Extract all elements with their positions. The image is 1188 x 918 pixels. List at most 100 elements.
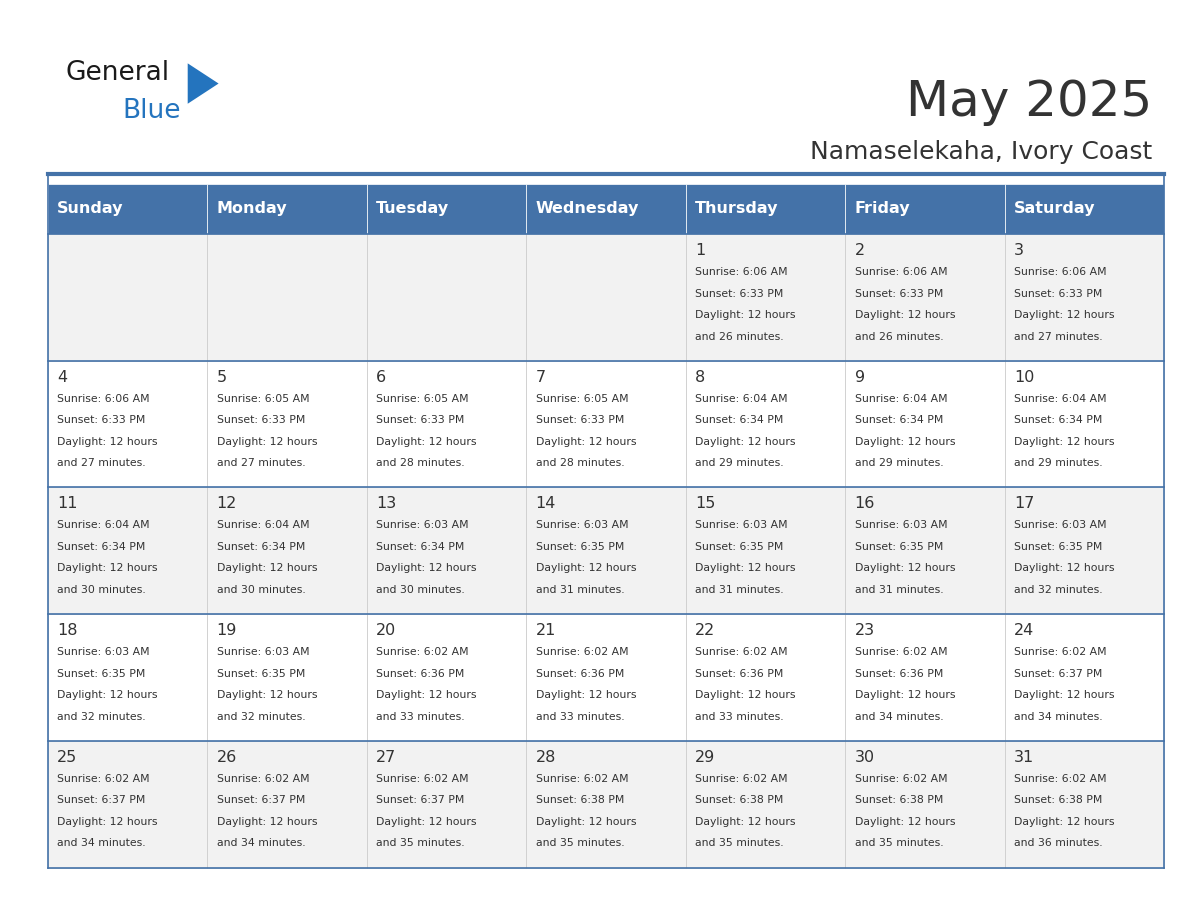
Text: Daylight: 12 hours: Daylight: 12 hours [695, 564, 796, 574]
Text: and 31 minutes.: and 31 minutes. [536, 585, 625, 595]
Bar [367, 184, 526, 234]
Text: 26: 26 [216, 750, 236, 765]
Text: and 26 minutes.: and 26 minutes. [854, 331, 943, 341]
Bar [526, 741, 685, 868]
Text: Monday: Monday [216, 201, 287, 217]
Text: Sunset: 6:34 PM: Sunset: 6:34 PM [216, 542, 305, 552]
Text: Daylight: 12 hours: Daylight: 12 hours [854, 437, 955, 447]
Text: and 31 minutes.: and 31 minutes. [695, 585, 784, 595]
Bar [367, 361, 526, 487]
Text: 10: 10 [1015, 370, 1035, 385]
Text: Daylight: 12 hours: Daylight: 12 hours [536, 437, 637, 447]
Text: Sunrise: 6:04 AM: Sunrise: 6:04 AM [695, 394, 788, 404]
Text: 1: 1 [695, 243, 706, 258]
Text: Sunrise: 6:02 AM: Sunrise: 6:02 AM [216, 774, 309, 784]
Bar [685, 234, 845, 361]
Text: 16: 16 [854, 497, 876, 511]
Bar [48, 234, 207, 361]
Text: and 27 minutes.: and 27 minutes. [57, 458, 146, 468]
Text: 20: 20 [377, 623, 397, 638]
Text: Sunset: 6:38 PM: Sunset: 6:38 PM [536, 795, 624, 805]
Text: Friday: Friday [854, 201, 910, 217]
Text: and 33 minutes.: and 33 minutes. [377, 711, 465, 722]
Text: Daylight: 12 hours: Daylight: 12 hours [854, 564, 955, 574]
Text: Sunrise: 6:06 AM: Sunrise: 6:06 AM [854, 267, 947, 277]
Text: 22: 22 [695, 623, 715, 638]
Text: Daylight: 12 hours: Daylight: 12 hours [854, 817, 955, 827]
Text: 13: 13 [377, 497, 397, 511]
Text: Sunset: 6:34 PM: Sunset: 6:34 PM [377, 542, 465, 552]
Bar [845, 234, 1005, 361]
Text: Daylight: 12 hours: Daylight: 12 hours [377, 690, 476, 700]
Text: Daylight: 12 hours: Daylight: 12 hours [216, 564, 317, 574]
Text: Sunset: 6:33 PM: Sunset: 6:33 PM [216, 415, 305, 425]
Text: and 36 minutes.: and 36 minutes. [1015, 838, 1102, 848]
Text: Sunset: 6:34 PM: Sunset: 6:34 PM [695, 415, 784, 425]
Text: 12: 12 [216, 497, 236, 511]
Bar [1005, 614, 1164, 741]
Bar [1005, 234, 1164, 361]
Text: 18: 18 [57, 623, 77, 638]
Text: and 35 minutes.: and 35 minutes. [377, 838, 465, 848]
Text: Sunrise: 6:02 AM: Sunrise: 6:02 AM [1015, 774, 1107, 784]
Text: Saturday: Saturday [1015, 201, 1095, 217]
Bar [845, 741, 1005, 868]
Bar [526, 361, 685, 487]
Bar [207, 614, 367, 741]
Text: Sunset: 6:38 PM: Sunset: 6:38 PM [1015, 795, 1102, 805]
Text: and 29 minutes.: and 29 minutes. [854, 458, 943, 468]
Text: Sunrise: 6:03 AM: Sunrise: 6:03 AM [377, 521, 469, 531]
Text: 2: 2 [854, 243, 865, 258]
Text: Namaselekaha, Ivory Coast: Namaselekaha, Ivory Coast [810, 140, 1152, 163]
Bar [367, 741, 526, 868]
Text: Sunrise: 6:02 AM: Sunrise: 6:02 AM [1015, 647, 1107, 657]
Text: Sunrise: 6:04 AM: Sunrise: 6:04 AM [57, 521, 150, 531]
Text: Sunset: 6:34 PM: Sunset: 6:34 PM [57, 542, 145, 552]
Text: Daylight: 12 hours: Daylight: 12 hours [216, 690, 317, 700]
Bar [1005, 741, 1164, 868]
Text: Sunset: 6:37 PM: Sunset: 6:37 PM [57, 795, 145, 805]
Text: Sunrise: 6:05 AM: Sunrise: 6:05 AM [216, 394, 309, 404]
Bar [48, 361, 207, 487]
Bar [685, 487, 845, 614]
Text: Daylight: 12 hours: Daylight: 12 hours [57, 564, 158, 574]
Text: Thursday: Thursday [695, 201, 778, 217]
Bar [207, 487, 367, 614]
Text: Sunrise: 6:06 AM: Sunrise: 6:06 AM [57, 394, 150, 404]
Bar [207, 361, 367, 487]
Text: Sunrise: 6:02 AM: Sunrise: 6:02 AM [854, 774, 947, 784]
Text: and 27 minutes.: and 27 minutes. [1015, 331, 1102, 341]
Text: 21: 21 [536, 623, 556, 638]
Bar [367, 614, 526, 741]
Text: and 31 minutes.: and 31 minutes. [854, 585, 943, 595]
Text: Daylight: 12 hours: Daylight: 12 hours [536, 690, 637, 700]
Bar [48, 184, 207, 234]
Text: Sunrise: 6:02 AM: Sunrise: 6:02 AM [695, 647, 788, 657]
Text: 30: 30 [854, 750, 874, 765]
Bar [845, 487, 1005, 614]
Text: Daylight: 12 hours: Daylight: 12 hours [216, 817, 317, 827]
Text: Daylight: 12 hours: Daylight: 12 hours [854, 690, 955, 700]
Text: Sunrise: 6:02 AM: Sunrise: 6:02 AM [536, 647, 628, 657]
Bar [207, 184, 367, 234]
Text: Sunset: 6:36 PM: Sunset: 6:36 PM [377, 668, 465, 678]
Text: and 34 minutes.: and 34 minutes. [1015, 711, 1102, 722]
Text: Daylight: 12 hours: Daylight: 12 hours [536, 817, 637, 827]
Text: Daylight: 12 hours: Daylight: 12 hours [57, 690, 158, 700]
Text: Sunset: 6:33 PM: Sunset: 6:33 PM [536, 415, 624, 425]
Text: Sunset: 6:35 PM: Sunset: 6:35 PM [536, 542, 624, 552]
Text: General: General [65, 60, 170, 85]
Text: 28: 28 [536, 750, 556, 765]
Text: Sunrise: 6:03 AM: Sunrise: 6:03 AM [1015, 521, 1107, 531]
Text: and 28 minutes.: and 28 minutes. [536, 458, 625, 468]
Bar [685, 184, 845, 234]
Text: Sunrise: 6:05 AM: Sunrise: 6:05 AM [377, 394, 469, 404]
Text: and 32 minutes.: and 32 minutes. [1015, 585, 1102, 595]
Bar [48, 487, 207, 614]
Text: 5: 5 [216, 370, 227, 385]
Bar [207, 741, 367, 868]
Text: 15: 15 [695, 497, 715, 511]
Bar [48, 614, 207, 741]
Bar [526, 234, 685, 361]
Text: 31: 31 [1015, 750, 1035, 765]
